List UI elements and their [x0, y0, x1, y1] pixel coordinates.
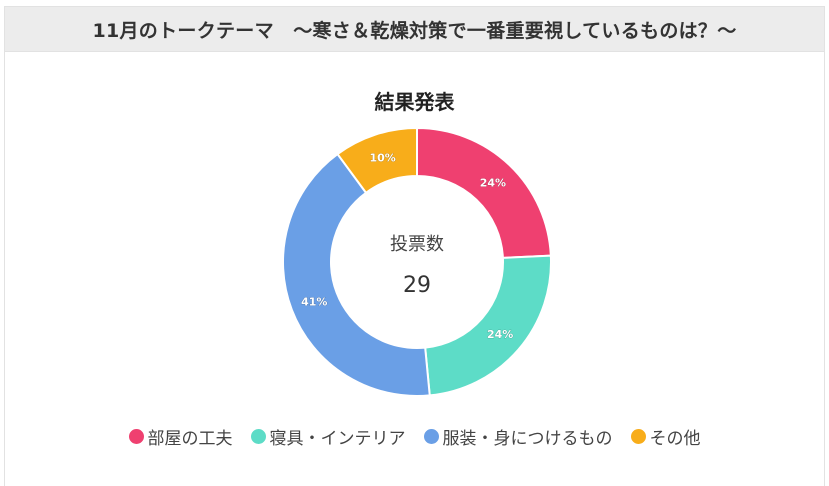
card: 11月のトークテーマ 〜寒さ＆乾燥対策で一番重要視しているものは？〜 [4, 6, 825, 486]
center-label: 投票数 [390, 234, 444, 255]
legend-item-3[interactable]: 服装・身につけるもの [423, 424, 613, 449]
slice-1[interactable] [416, 126, 552, 259]
page-title: 11月のトークテーマ 〜寒さ＆乾燥対策で一番重要視しているものは？〜 [5, 7, 824, 52]
slice-label-2: 24% [487, 328, 513, 341]
slice-label-1: 24% [480, 176, 506, 189]
slice-4[interactable] [336, 126, 418, 195]
legend-item-1[interactable]: 部屋の工夫 [128, 424, 233, 449]
legend: 部屋の工夫 寝具・インテリア 服装・身につけるもの その他 [0, 424, 829, 449]
legend-label: その他 [649, 429, 701, 449]
slice-label-3: 41% [301, 295, 327, 308]
legend-dot-icon [128, 429, 144, 444]
legend-item-2[interactable]: 寝具・インテリア [250, 424, 406, 449]
legend-label: 寝具・インテリア [269, 429, 406, 449]
legend-label: 部屋の工夫 [147, 429, 233, 449]
legend-item-4[interactable]: その他 [630, 424, 701, 449]
legend-dot-icon [423, 429, 439, 444]
legend-dot-icon [630, 429, 646, 444]
slice-2[interactable] [424, 254, 552, 397]
chart-title: 結果発表 [374, 90, 455, 114]
slice-3[interactable] [282, 152, 431, 397]
center-value: 29 [403, 273, 431, 298]
slice-label-4: 10% [370, 151, 396, 164]
legend-dot-icon [250, 429, 266, 444]
legend-label: 服装・身につけるもの [442, 429, 613, 449]
